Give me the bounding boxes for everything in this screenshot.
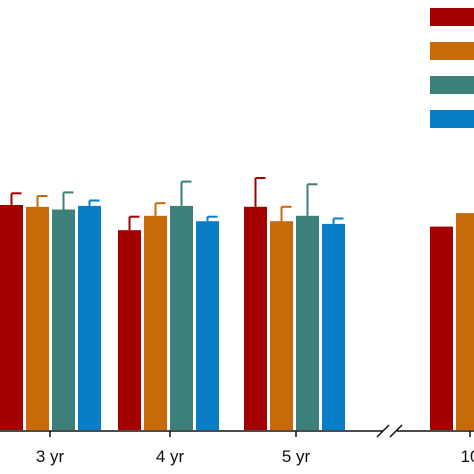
bar-series-group	[0, 205, 474, 430]
bar-series-1-4-yr	[118, 230, 141, 430]
bar-series-4-4-yr	[196, 221, 219, 430]
x-axis	[0, 424, 474, 438]
bar-series-2-10	[456, 213, 474, 430]
axis-break-mark-1	[376, 424, 390, 438]
error-bar-group	[10, 177, 344, 231]
bar-series-4-5-yr	[322, 223, 345, 430]
bar-series-3-4-yr	[170, 205, 193, 430]
x-tick-labels: 3 yr 4 yr 5 yr 10	[36, 447, 474, 466]
x-tick-label-2: 4 yr	[156, 447, 185, 466]
bar-series-3-5-yr	[296, 215, 319, 430]
x-tick-label-1: 3 yr	[36, 447, 65, 466]
legend-swatch-2	[430, 42, 474, 60]
bar-series-1-10	[430, 226, 453, 430]
bar-series-2-5-yr	[270, 221, 293, 430]
legend-swatch-1	[430, 8, 474, 26]
bar-series-4-3-yr	[78, 205, 101, 430]
x-tick-label-4: 10	[461, 447, 474, 466]
bar-series-2-3-yr	[26, 206, 49, 430]
bar-series-1-5-yr	[244, 206, 267, 430]
legend-swatch-4	[430, 110, 474, 128]
bar-series-2-4-yr	[144, 215, 167, 430]
bar-series-1-3-yr	[0, 205, 23, 430]
x-tick-label-3: 5 yr	[282, 447, 311, 466]
bar-series-3-3-yr	[52, 209, 75, 430]
legend	[430, 8, 474, 128]
axis-break-mark-2	[389, 424, 403, 438]
legend-swatch-3	[430, 76, 474, 94]
